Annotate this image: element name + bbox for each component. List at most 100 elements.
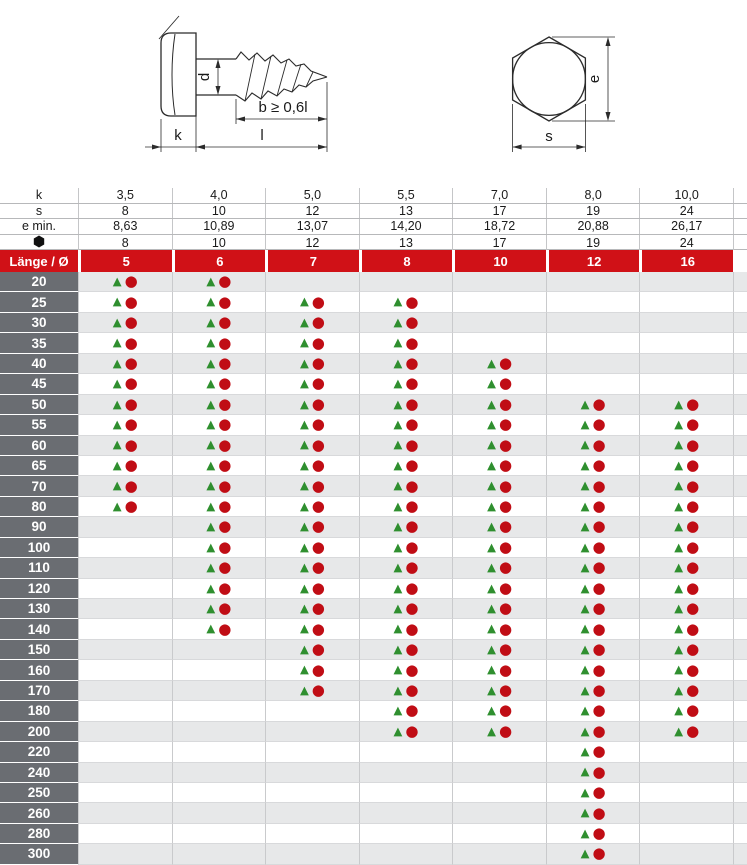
triangle-marker: ▲ — [206, 417, 216, 432]
triangle-marker: ▲ — [674, 682, 684, 697]
availability-cell — [78, 782, 172, 804]
screw-head-facet-line — [171, 33, 176, 116]
circle-marker: ● — [405, 721, 419, 740]
availability-cell: ▲ ● — [265, 639, 359, 661]
triangle-marker: ▲ — [299, 335, 309, 350]
availability-cell: ▲ ● — [358, 333, 453, 354]
table-row-length-130: 130 ▲ ● ▲ ● ▲ ● ▲ ● ▲ ● ▲ ● — [0, 599, 747, 620]
spec-value-cell: 8 — [78, 234, 172, 251]
spec-value-cell: 12 — [265, 234, 359, 251]
availability-cell: ▲ ● — [545, 394, 640, 416]
circle-marker: ● — [218, 435, 232, 454]
circle-marker: ● — [498, 497, 513, 516]
availability-cell: ▲ ● — [452, 537, 546, 559]
triangle-marker: ▲ — [580, 478, 590, 493]
availability-cell: ▲ ● — [545, 680, 640, 702]
circle-marker: ● — [311, 353, 325, 372]
length-cell: 60 — [0, 435, 78, 456]
availability-cell: ▲ ● — [78, 374, 172, 395]
availability-cell: ▲ ● — [452, 558, 546, 579]
row-filler — [732, 701, 747, 722]
row-filler — [732, 415, 747, 436]
dim-label-e: e — [586, 75, 603, 83]
table-row-length-240: 240 ▲ ● — [0, 762, 747, 783]
availability-cell: ▲ ● — [545, 823, 640, 845]
inscribed-circle — [511, 41, 587, 117]
triangle-marker: ▲ — [580, 437, 590, 452]
triangle-marker: ▲ — [206, 580, 216, 595]
availability-cell: ▲ ● — [358, 292, 453, 313]
availability-cell: ▲ ● — [639, 680, 733, 702]
spec-row-filler — [732, 219, 747, 234]
circle-marker: ● — [405, 415, 419, 434]
circle-marker: ● — [498, 660, 513, 679]
row-filler — [732, 292, 747, 313]
triangle-marker: ▲ — [299, 478, 309, 493]
availability-cell — [171, 680, 266, 702]
spec-row-k: k 3,5 4,0 5,0 5,5 7,0 8,0 10,0 — [0, 188, 747, 204]
circle-marker: ● — [311, 537, 325, 556]
availability-cell: ▲ ● — [545, 742, 640, 763]
triangle-marker: ▲ — [206, 478, 216, 493]
availability-cell: ▲ ● — [358, 374, 453, 395]
triangle-marker: ▲ — [674, 396, 684, 411]
length-cell: 120 — [0, 578, 78, 599]
screw-shank — [196, 58, 236, 96]
availability-cell: ▲ ● — [78, 272, 172, 293]
availability-cell: ▲ ● — [639, 455, 733, 477]
triangle-marker: ▲ — [112, 417, 122, 432]
circle-marker: ● — [592, 578, 606, 597]
availability-cell — [639, 272, 733, 293]
circle-marker: ● — [124, 272, 138, 291]
triangle-marker: ▲ — [299, 600, 309, 615]
circle-marker: ● — [405, 394, 419, 413]
availability-cell: ▲ ● — [265, 599, 359, 620]
circle-marker: ● — [311, 578, 325, 597]
triangle-marker: ▲ — [487, 539, 496, 554]
head-view-dimensions — [512, 36, 615, 152]
row-filler — [732, 742, 747, 763]
triangle-marker: ▲ — [112, 478, 122, 493]
triangle-marker: ▲ — [206, 560, 216, 575]
triangle-marker: ▲ — [487, 621, 496, 636]
availability-cell: ▲ ● — [358, 639, 453, 661]
diameter-cell: 16 — [639, 250, 733, 272]
circle-marker: ● — [592, 803, 606, 822]
table-row-length-25: 25 ▲ ● ▲ ● ▲ ● ▲ ● — [0, 292, 747, 313]
availability-cell — [171, 844, 266, 865]
circle-marker: ● — [498, 456, 513, 475]
availability-cell: ▲ ● — [171, 619, 266, 640]
spec-value-cell: 5,5 — [358, 188, 453, 203]
triangle-marker: ▲ — [487, 580, 496, 595]
circle-marker: ● — [405, 374, 419, 393]
availability-cell — [78, 844, 172, 865]
row-filler — [732, 394, 747, 416]
circle-marker: ● — [311, 374, 325, 393]
triangle-marker: ▲ — [393, 621, 403, 636]
availability-cell — [639, 823, 733, 845]
length-cell: 300 — [0, 844, 78, 865]
row-filler — [732, 639, 747, 661]
dim-label-l: l — [260, 127, 263, 144]
circle-marker: ● — [218, 558, 232, 577]
circle-marker: ● — [592, 824, 606, 843]
circle-marker: ● — [311, 313, 325, 332]
circle-marker: ● — [498, 619, 513, 638]
spec-value-cell: 10,0 — [639, 188, 733, 203]
triangle-marker: ▲ — [299, 355, 309, 370]
triangle-marker: ▲ — [112, 273, 122, 288]
availability-cell — [639, 374, 733, 395]
length-cell: 45 — [0, 374, 78, 395]
availability-cell: ▲ ● — [452, 496, 546, 518]
triangle-marker: ▲ — [674, 478, 684, 493]
circle-marker: ● — [218, 353, 232, 372]
triangle-marker: ▲ — [580, 682, 590, 697]
circle-marker: ● — [311, 435, 325, 454]
availability-cell: ▲ ● — [358, 558, 453, 579]
availability-cell: ▲ ● — [171, 435, 266, 456]
length-cell: 170 — [0, 680, 78, 702]
row-filler — [732, 558, 747, 579]
availability-cell: ▲ ● — [545, 496, 640, 518]
circle-marker: ● — [405, 333, 419, 352]
triangle-marker: ▲ — [299, 294, 309, 309]
